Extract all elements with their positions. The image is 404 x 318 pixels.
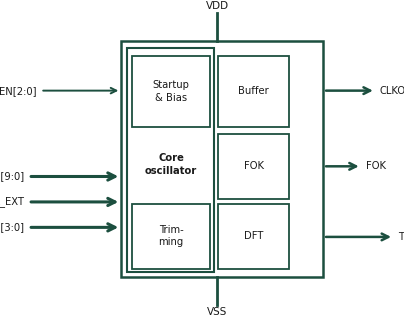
Text: TESTOUT: TESTOUT — [398, 232, 404, 242]
Text: TRIM[9:0]: TRIM[9:0] — [0, 171, 24, 182]
Text: CLKOUT: CLKOUT — [380, 86, 404, 96]
Bar — [218, 134, 289, 199]
Text: FOK: FOK — [244, 161, 263, 171]
Text: Trim-
ming: Trim- ming — [158, 225, 184, 247]
Bar — [132, 56, 210, 127]
Text: EN[2:0]: EN[2:0] — [0, 86, 36, 96]
Bar — [121, 41, 323, 277]
Text: Buffer: Buffer — [238, 86, 269, 96]
Bar — [127, 48, 214, 272]
Bar — [218, 204, 289, 269]
Text: FOK: FOK — [366, 161, 386, 171]
Bar — [218, 56, 289, 127]
Bar — [132, 204, 210, 269]
Text: FOK_EXT: FOK_EXT — [0, 197, 24, 207]
Text: VDD: VDD — [206, 1, 229, 11]
Text: Startup
& Bias: Startup & Bias — [153, 80, 189, 103]
Text: DFT: DFT — [244, 231, 263, 241]
Text: VSS: VSS — [207, 307, 227, 317]
Text: CFG[3:0]: CFG[3:0] — [0, 222, 24, 232]
Text: Core
oscillator: Core oscillator — [145, 153, 197, 176]
